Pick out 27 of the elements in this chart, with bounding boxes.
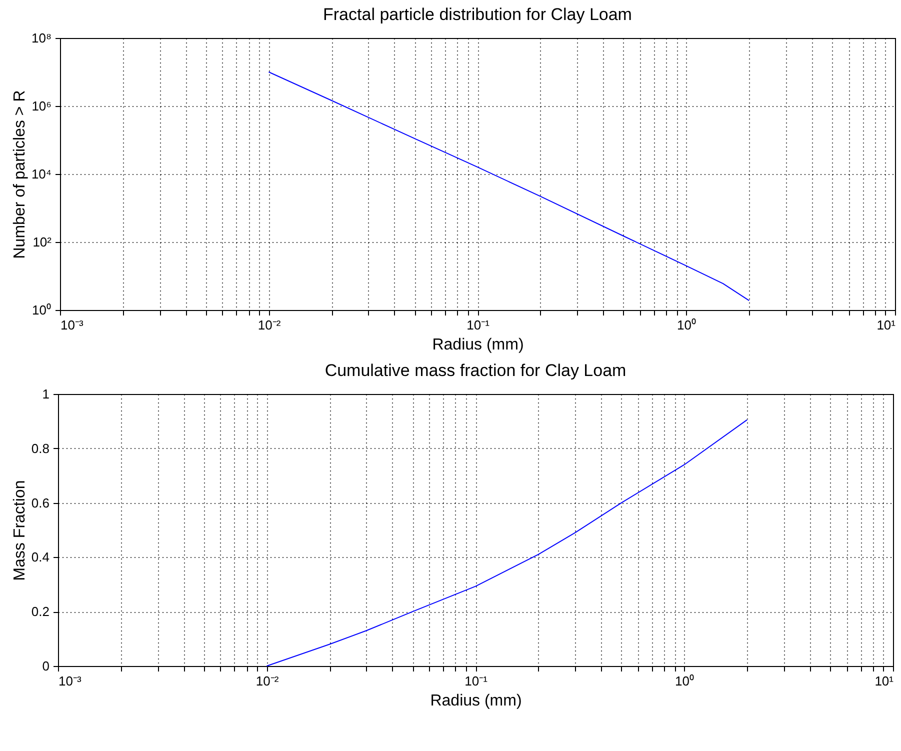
- y-tick-label: 1: [42, 386, 50, 402]
- y-tick-label: 0.4: [31, 550, 50, 565]
- x-tick-label: 10⁻³: [58, 674, 82, 688]
- x-tick-label: 10⁰: [675, 674, 694, 688]
- y-axis-title: Number of particles > R: [11, 90, 28, 259]
- x-axis-title: Radius (mm): [432, 336, 524, 354]
- y-tick-label: 10⁴: [31, 166, 52, 182]
- x-axis-title: Radius (mm): [430, 692, 522, 710]
- y-tick-label: 10²: [32, 234, 52, 250]
- x-tick-label: 10⁰: [677, 318, 696, 332]
- y-tick-label: 10⁰: [32, 302, 52, 318]
- y-tick-label: 0.2: [31, 604, 50, 620]
- chart-title: Cumulative mass fraction for Clay Loam: [324, 361, 626, 380]
- x-tick-label: 10⁻¹: [466, 318, 490, 332]
- x-tick-label: 10¹: [874, 674, 894, 688]
- x-tick-label: 10⁻³: [60, 318, 84, 332]
- y-tick-label: 10⁸: [32, 30, 52, 46]
- y-tick-label: 0.8: [31, 440, 50, 456]
- y-tick-label: 10⁶: [32, 98, 52, 114]
- x-tick-label: 10⁻²: [258, 318, 282, 332]
- x-tick-label: 10¹: [876, 318, 896, 332]
- y-tick-label: 0.6: [31, 495, 50, 510]
- x-tick-label: 10⁻¹: [464, 674, 488, 688]
- y-axis-title: Mass Fraction: [11, 480, 28, 581]
- chart-title: Fractal particle distribution for Clay Loam: [323, 5, 632, 24]
- y-tick-label: 0: [42, 658, 50, 674]
- x-tick-label: 10⁻²: [256, 674, 280, 688]
